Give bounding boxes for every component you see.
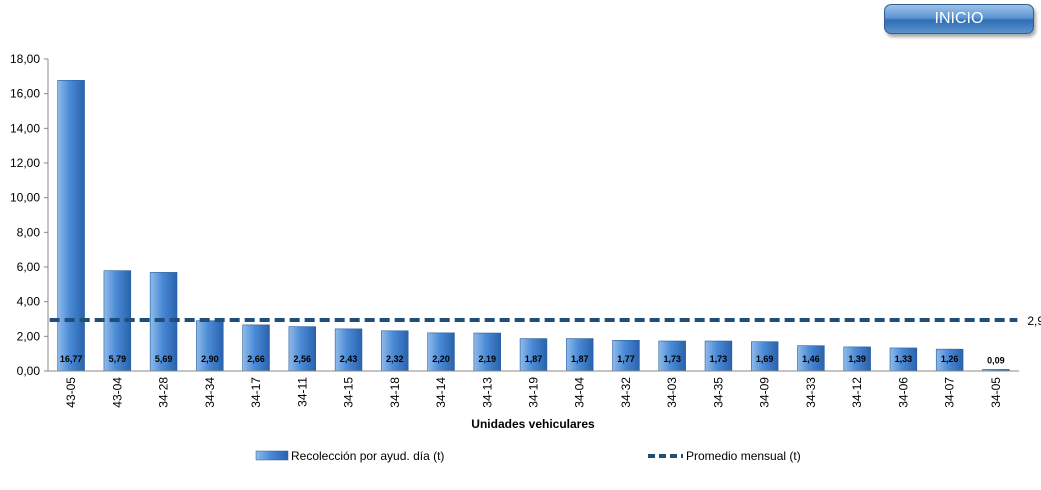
- y-tick-label: 10,00: [10, 191, 40, 205]
- x-tick-label: 34-32: [619, 377, 633, 408]
- bar-34-18: [381, 330, 409, 372]
- data-label: 1,73: [710, 354, 728, 364]
- average-value-label: 2,94: [1027, 314, 1041, 328]
- bar-34-35: [704, 340, 733, 372]
- x-tick-label: 34-33: [804, 377, 818, 408]
- data-label: 1,87: [525, 354, 543, 364]
- x-tick-label: 34-35: [711, 377, 725, 408]
- legend: Recolección por ayud. día (t) Promedio m…: [255, 449, 801, 463]
- legend-label-average: Promedio mensual (t): [686, 449, 801, 463]
- data-label: 5,69: [155, 354, 173, 364]
- x-tick-label: 34-18: [388, 377, 402, 408]
- bar-34-17: [242, 324, 270, 372]
- x-axis: 43-05 43-04 34-28 34-34 34-17 34-11 34-15 34-18…: [48, 370, 1019, 408]
- data-label: 1,46: [802, 354, 820, 364]
- data-label: 2,43: [340, 354, 358, 364]
- y-axis: 0,00 2,00 4,00 6,00 8,00 10,00 12,00 14,00 16,00…: [10, 52, 49, 378]
- x-tick-label: 34-04: [573, 377, 587, 408]
- inicio-button[interactable]: INICIO: [884, 4, 1034, 34]
- data-label: 2,66: [247, 354, 265, 364]
- x-tick-label: 34-12: [850, 377, 864, 408]
- x-tick-label: 34-09: [758, 377, 772, 408]
- x-tick-label: 34-14: [434, 377, 448, 408]
- bar-34-04: [566, 338, 594, 372]
- x-tick-label: 34-17: [249, 377, 263, 408]
- x-tick-label: 34-15: [342, 377, 356, 408]
- data-label: 2,20: [432, 354, 450, 364]
- data-label: 5,79: [109, 354, 127, 364]
- legend-swatch-bars: [255, 450, 289, 461]
- y-tick-label: 18,00: [10, 52, 40, 66]
- bar-34-13: [473, 332, 501, 372]
- bar-34-12: [843, 346, 871, 372]
- bar-34-32: [612, 340, 640, 372]
- bar-43-05: [57, 80, 85, 372]
- data-label: 16,77: [60, 354, 83, 364]
- data-label: 0,09: [987, 355, 1005, 365]
- bar-34-34: [196, 320, 224, 372]
- x-tick-label: 34-13: [480, 377, 494, 408]
- data-label: 1,33: [895, 354, 913, 364]
- x-tick-label: 34-19: [527, 377, 541, 408]
- x-tick-label: 43-04: [110, 377, 124, 408]
- bar-34-03: [658, 340, 686, 372]
- x-axis-title: Unidades vehiculares: [471, 417, 595, 431]
- average-line: 2,94: [49, 314, 1041, 328]
- data-label: 2,56: [294, 354, 312, 364]
- x-tick-label: 34-07: [943, 377, 957, 408]
- x-tick-label: 34-05: [989, 377, 1003, 408]
- data-label: 2,90: [201, 354, 219, 364]
- data-label: 1,69: [756, 354, 774, 364]
- y-tick-label: 14,00: [10, 121, 40, 135]
- data-label: 2,32: [386, 354, 404, 364]
- y-tick-label: 2,00: [17, 329, 41, 343]
- y-tick-label: 16,00: [10, 87, 40, 101]
- bars: 16,77 5,79 5,69 2,90 2,66 2,56 2,43 2,32 2,20 2,1…: [57, 80, 1010, 372]
- x-tick-label: 34-34: [203, 377, 217, 408]
- bar-34-15: [334, 328, 363, 372]
- data-label: 1,73: [663, 354, 681, 364]
- legend-label-bars: Recolección por ayud. día (t): [291, 449, 444, 463]
- data-label: 2,19: [478, 354, 496, 364]
- x-tick-label: 43-05: [64, 377, 78, 408]
- bar-34-09: [750, 341, 779, 372]
- y-tick-label: 0,00: [17, 364, 41, 378]
- data-label: 1,39: [848, 354, 866, 364]
- x-tick-label: 34-28: [157, 377, 171, 408]
- x-tick-label: 34-06: [896, 377, 910, 408]
- bar-34-11: [288, 326, 317, 372]
- bar-34-14: [427, 332, 455, 372]
- data-label: 1,87: [571, 354, 589, 364]
- y-tick-label: 12,00: [10, 156, 40, 170]
- bar-34-19: [519, 338, 548, 372]
- y-tick-label: 8,00: [17, 225, 41, 239]
- x-tick-label: 34-11: [295, 377, 309, 407]
- data-label: 1,26: [941, 354, 959, 364]
- data-label: 1,77: [617, 354, 635, 364]
- y-tick-label: 4,00: [17, 295, 41, 309]
- x-tick-label: 34-03: [665, 377, 679, 408]
- y-tick-label: 6,00: [17, 260, 41, 274]
